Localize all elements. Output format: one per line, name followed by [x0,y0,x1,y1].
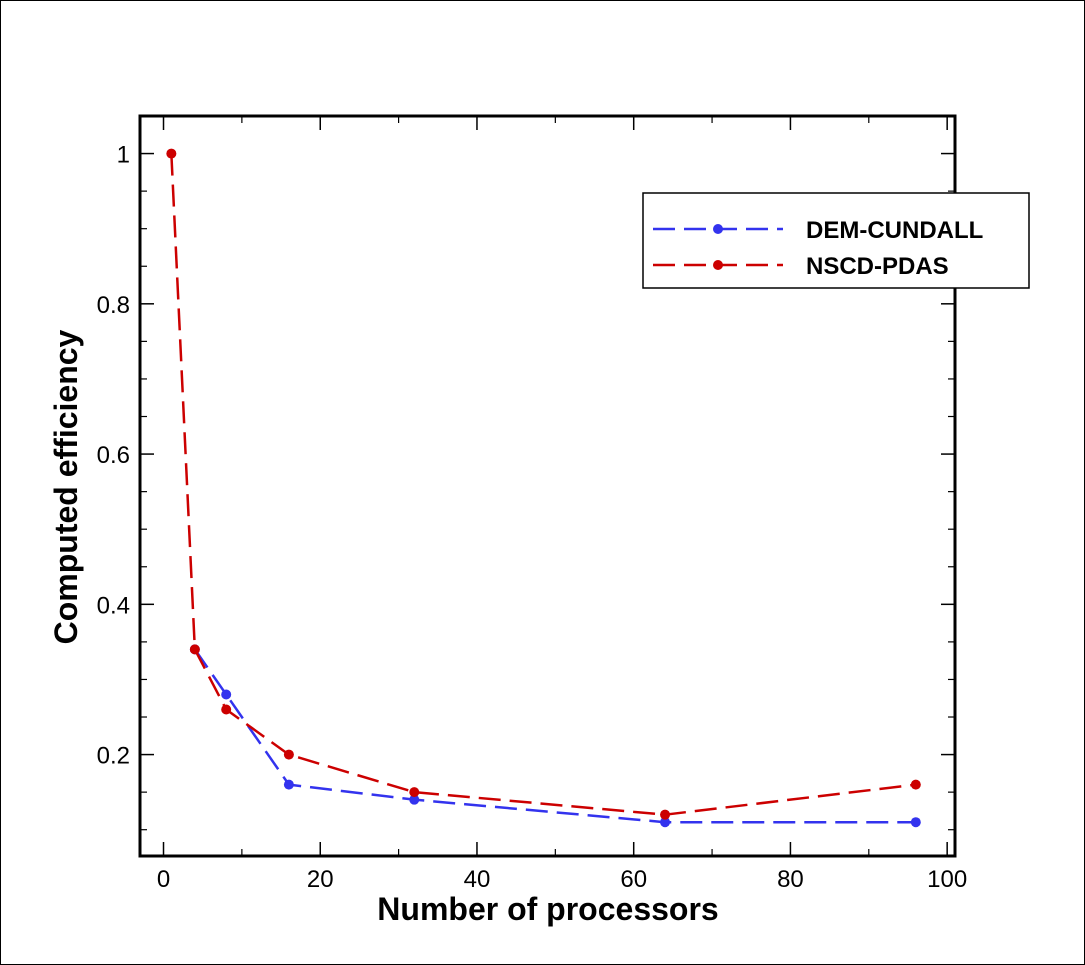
legend-marker [713,260,723,270]
y-tick-label: 0.8 [97,292,130,319]
data-point [910,817,921,828]
x-tick-label: 0 [157,866,170,893]
legend-entries: DEM-CUNDALL NSCD-PDAS [653,217,983,280]
x-tick-label: 20 [307,866,334,893]
data-point [409,787,420,798]
series-dem-cundall [189,644,921,828]
data-point [221,704,232,715]
y-tick-label: 1 [117,142,130,169]
x-tick-label: 60 [620,866,647,893]
y-tick-label: 0.6 [97,442,130,469]
data-point [283,779,294,790]
y-tick-label: 0.2 [97,743,130,770]
legend-marker [713,224,723,234]
axis-tick-labels: 0 20 40 60 80 100 0.2 0.4 0.6 0.8 1 [97,142,968,893]
axis-ticks [140,116,955,856]
x-tick-label: 80 [777,866,804,893]
data-point [409,794,420,805]
x-axis-title: Number of processors [377,891,718,927]
data-point [660,809,671,820]
legend-label: DEM-CUNDALL [806,217,983,244]
x-tick-label: 40 [464,866,491,893]
data-point [221,689,232,700]
series-nscd-pdas [166,148,921,820]
x-tick-label: 100 [927,866,967,893]
series-layer [166,148,921,828]
data-point [910,779,921,790]
data-point [189,644,200,655]
y-axis-title: Computed efficiency [48,329,84,644]
legend-entry: NSCD-PDAS [653,253,949,280]
y-tick-label: 0.4 [97,592,130,619]
data-point [283,749,294,760]
legend: DEM-CUNDALL NSCD-PDAS [642,192,1030,289]
data-point [660,817,671,828]
legend-entry: DEM-CUNDALL [653,217,983,244]
series-line [193,648,916,824]
legend-box [642,192,1030,289]
plot-area-frame [138,114,957,858]
legend-label: NSCD-PDAS [806,253,949,280]
data-point [166,148,177,159]
